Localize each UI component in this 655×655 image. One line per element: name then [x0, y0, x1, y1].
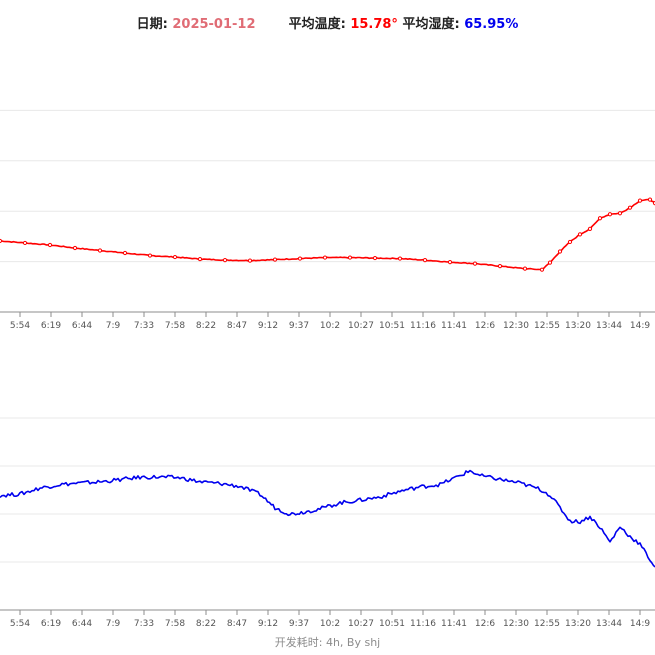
x-tick-label: 8:22 — [196, 321, 216, 331]
footer-credit: 开发耗时: 4h, By shj — [274, 636, 381, 649]
data-point — [72, 245, 78, 251]
data-point — [47, 242, 53, 248]
x-tick-label: 10:27 — [348, 619, 374, 629]
series-markers — [0, 197, 655, 272]
avg-temp-label: 平均温度: — [288, 17, 346, 32]
data-point — [247, 258, 253, 263]
data-point — [447, 260, 453, 265]
data-point — [372, 255, 378, 261]
data-point — [147, 253, 153, 258]
x-tick-label: 12:30 — [503, 321, 529, 331]
summary-header: 日期: 2025-01-12 平均温度: 15.78° 平均湿度: 65.95% — [0, 13, 655, 33]
x-tick-label: 5:54 — [10, 619, 30, 629]
data-point — [0, 238, 3, 244]
x-tick-label: 7:9 — [106, 619, 121, 629]
x-axis: 5:54 6:19 6:44 7:9 7:33 7:58 8:22 8:47 9:12 9:37 1… — [0, 311, 655, 331]
data-point — [322, 255, 328, 260]
humidity-chart: 5:54 6:19 6:44 7:9 7:33 7:58 8:22 8:47 9:12 9:37 1… — [0, 417, 655, 629]
x-tick-label: 7:9 — [106, 321, 121, 331]
gridlines — [0, 109, 655, 263]
x-tick-label: 13:20 — [565, 619, 591, 629]
x-tick-label: 9:37 — [289, 321, 309, 331]
x-tick-label: 8:47 — [227, 619, 247, 629]
data-point — [567, 239, 573, 245]
data-point — [637, 198, 643, 203]
date-label: 日期: — [136, 17, 168, 32]
date-value: 2025-01-12 — [172, 17, 256, 32]
data-point — [97, 248, 103, 253]
data-point — [172, 254, 178, 260]
x-tick-label: 8:22 — [196, 619, 216, 629]
x-tick-label: 11:16 — [410, 619, 436, 629]
x-tick-label: 7:58 — [165, 619, 185, 629]
data-point — [587, 226, 593, 231]
x-tick-label: 10:27 — [348, 321, 374, 331]
avg-temp-value: 15.78° — [350, 17, 398, 32]
data-point — [347, 255, 353, 260]
x-tick-label: 14:9 — [630, 321, 650, 331]
x-tick-label: 13:44 — [596, 321, 622, 331]
x-tick-label: 10:51 — [379, 321, 405, 331]
x-tick-label: 9:37 — [289, 619, 309, 629]
data-point — [422, 257, 428, 263]
series-line — [0, 198, 655, 271]
x-tick-label: 13:44 — [596, 619, 622, 629]
data-point — [577, 232, 583, 237]
data-point — [539, 267, 545, 272]
data-point — [222, 257, 228, 263]
temperature-chart: 5:54 6:19 6:44 7:9 7:33 7:58 8:22 8:47 9:12 9:37 1… — [0, 109, 655, 331]
x-tick-label: 10:2 — [320, 321, 340, 331]
x-tick-label: 5:54 — [10, 321, 30, 331]
data-point — [472, 261, 478, 266]
data-point — [557, 249, 563, 254]
data-point — [617, 211, 623, 216]
x-tick-label: 8:47 — [227, 321, 247, 331]
avg-humidity-value: 65.95% — [464, 17, 519, 32]
data-point — [122, 250, 128, 256]
data-point — [597, 216, 603, 221]
x-tick-label: 6:44 — [72, 619, 92, 629]
data-point — [397, 256, 403, 261]
data-point — [647, 197, 653, 202]
data-point — [297, 256, 303, 261]
x-tick-label: 12:55 — [534, 321, 560, 331]
data-point — [272, 257, 278, 262]
data-point — [627, 205, 633, 210]
data-point — [22, 240, 28, 246]
series-line — [0, 469, 655, 568]
x-tick-label: 10:51 — [379, 619, 405, 629]
avg-humidity-label: 平均湿度: — [402, 17, 460, 32]
x-tick-label: 7:33 — [134, 321, 154, 331]
x-tick-label: 7:33 — [134, 619, 154, 629]
x-axis: 5:54 6:19 6:44 7:9 7:33 7:58 8:22 8:47 9:12 9:37 1… — [0, 609, 655, 629]
data-point — [522, 266, 528, 271]
x-tick-label: 7:58 — [165, 321, 185, 331]
x-tick-label: 12:6 — [475, 321, 495, 331]
x-tick-label: 12:6 — [475, 619, 495, 629]
x-tick-label: 13:20 — [565, 321, 591, 331]
data-point — [497, 264, 503, 269]
data-point — [547, 260, 553, 265]
data-point — [197, 256, 203, 262]
x-tick-label: 6:19 — [41, 321, 61, 331]
x-tick-label: 6:19 — [41, 619, 61, 629]
x-tick-label: 9:12 — [258, 619, 278, 629]
x-tick-label: 11:41 — [441, 619, 467, 629]
x-tick-label: 10:2 — [320, 619, 340, 629]
x-tick-label: 11:41 — [441, 321, 467, 331]
x-tick-label: 14:9 — [630, 619, 650, 629]
x-tick-label: 9:12 — [258, 321, 278, 331]
data-point — [607, 212, 613, 217]
x-tick-label: 11:16 — [410, 321, 436, 331]
x-tick-label: 12:55 — [534, 619, 560, 629]
x-tick-label: 6:44 — [72, 321, 92, 331]
x-tick-label: 12:30 — [503, 619, 529, 629]
gridlines — [0, 417, 655, 563]
